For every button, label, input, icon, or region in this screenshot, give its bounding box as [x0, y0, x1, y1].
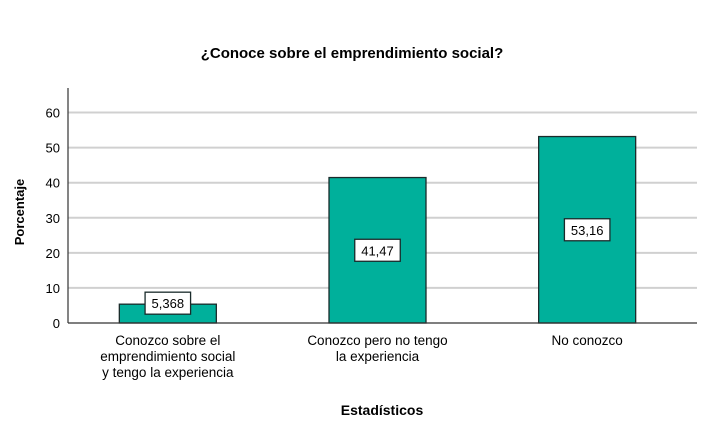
data-label: 53,16 — [571, 223, 604, 238]
x-axis-label: Estadísticos — [341, 402, 424, 418]
x-tick-label: Conozco pero no tengo — [307, 333, 447, 348]
x-tick-label: y tengo la experiencia — [102, 365, 234, 380]
data-label: 41,47 — [361, 243, 394, 258]
y-tick-label: 20 — [46, 246, 60, 261]
x-tick-label: Conozco sobre el — [115, 333, 220, 348]
y-tick-label: 50 — [46, 141, 60, 156]
y-tick-label: 30 — [46, 211, 60, 226]
chart-title: ¿Conoce sobre el emprendimiento social? — [201, 45, 504, 62]
y-tick-label: 60 — [46, 106, 60, 121]
y-axis-label: Porcentaje — [12, 179, 27, 245]
data-label-box — [144, 291, 192, 315]
data-label-box — [354, 238, 401, 262]
x-tick-label: emprendimiento social — [100, 349, 235, 364]
data-label: 5,368 — [152, 296, 185, 311]
data-label-box — [563, 218, 611, 242]
x-tick-label: la experiencia — [336, 349, 420, 364]
x-tick-label: No conozco — [552, 333, 623, 348]
y-tick-label: 10 — [46, 281, 60, 296]
y-tick-label: 0 — [53, 316, 60, 331]
y-tick-label: 40 — [46, 176, 60, 191]
